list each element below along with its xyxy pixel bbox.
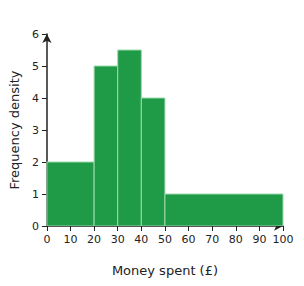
svg-text:4: 4 xyxy=(32,92,39,105)
svg-text:60: 60 xyxy=(182,233,196,246)
svg-text:40: 40 xyxy=(134,233,148,246)
svg-text:80: 80 xyxy=(229,233,243,246)
svg-text:20: 20 xyxy=(87,233,101,246)
svg-text:6: 6 xyxy=(32,28,39,41)
svg-text:100: 100 xyxy=(273,233,294,246)
svg-text:Money spent (£): Money spent (£) xyxy=(112,263,218,278)
svg-text:5: 5 xyxy=(32,60,39,73)
svg-text:1: 1 xyxy=(32,188,39,201)
svg-text:3: 3 xyxy=(32,124,39,137)
svg-text:10: 10 xyxy=(64,233,78,246)
svg-text:30: 30 xyxy=(111,233,125,246)
svg-text:0: 0 xyxy=(43,233,50,246)
svg-text:2: 2 xyxy=(32,156,39,169)
svg-text:70: 70 xyxy=(205,233,219,246)
svg-text:Frequency density: Frequency density xyxy=(7,70,22,189)
svg-text:50: 50 xyxy=(158,233,172,246)
svg-text:90: 90 xyxy=(252,233,266,246)
svg-text:0: 0 xyxy=(32,220,39,233)
